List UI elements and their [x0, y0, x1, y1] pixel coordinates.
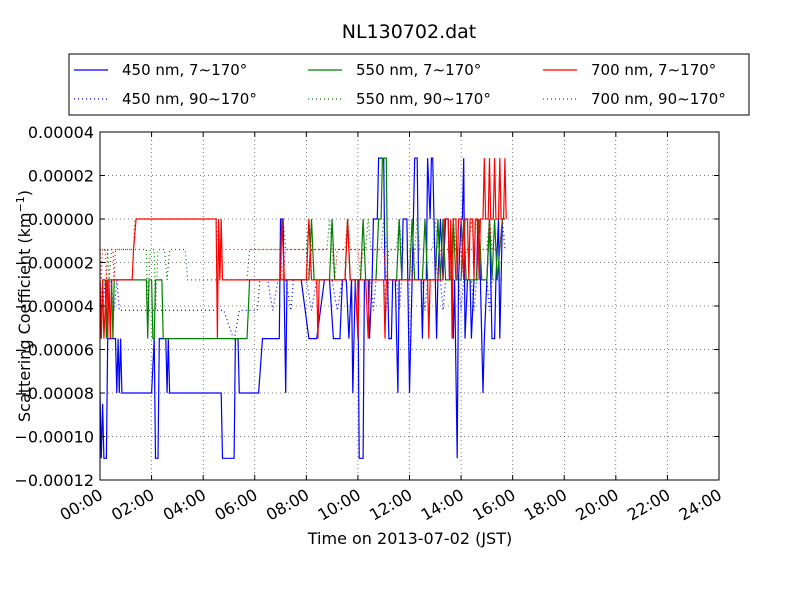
y-tick-label: 0.00004	[28, 123, 94, 142]
y-tick-label: 0.00000	[28, 210, 94, 229]
legend: 450 nm, 7∼170° 550 nm, 7∼170° 700 nm, 7∼17…	[68, 53, 750, 116]
series-line-5	[100, 218, 506, 280]
y-axis-label-unit-exponent: −1	[14, 196, 27, 212]
y-tick-label: −0.00008	[14, 384, 94, 403]
legend-label: 700 nm, 90∼170°	[591, 90, 726, 108]
y-axis-label-main: Scattering Coefficient (km	[15, 212, 34, 422]
y-tick-label: −0.00012	[14, 471, 94, 490]
legend-label: 700 nm, 7∼170°	[591, 61, 716, 79]
legend-label: 450 nm, 7∼170°	[122, 61, 247, 79]
plot-series	[100, 157, 507, 459]
y-tick-label: −0.00004	[14, 297, 94, 316]
legend-box	[68, 53, 750, 116]
y-tick-label: −0.00006	[14, 341, 94, 360]
y-tick-label: −0.00002	[14, 254, 94, 273]
axis-ticks	[99, 131, 720, 481]
chart-title: NL130702.dat	[342, 21, 477, 43]
y-axis-label-close: )	[15, 190, 34, 196]
y-tick-label: −0.00010	[14, 428, 94, 447]
y-axis-label: Scattering Coefficient (km−1)	[14, 190, 34, 422]
series-line-4	[100, 158, 507, 339]
legend-label: 550 nm, 90∼170°	[356, 90, 491, 108]
legend-label: 450 nm, 90∼170°	[122, 90, 257, 108]
y-tick-label: 0.00002	[28, 167, 94, 186]
series-line-0	[100, 157, 505, 459]
x-axis-label: Time on 2013-07-02 (JST)	[307, 529, 512, 548]
legend-label: 550 nm, 7∼170°	[356, 61, 481, 79]
